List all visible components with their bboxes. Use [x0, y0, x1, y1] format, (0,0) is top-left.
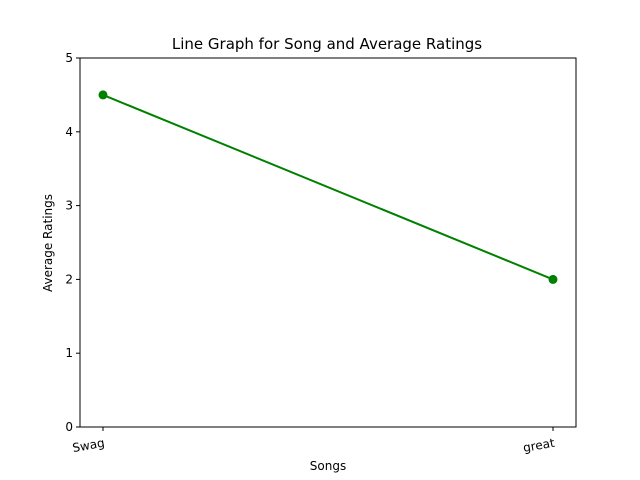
y-tick-label: 0: [65, 420, 73, 434]
x-tick-label: great: [522, 436, 556, 455]
series-line: [101, 93, 555, 281]
x-axis-ticks: Swag great: [71, 427, 556, 455]
y-tick-label: 4: [65, 125, 73, 139]
y-axis-ticks: 0 1 2 3 4 5: [65, 51, 80, 434]
data-point: [548, 274, 558, 284]
data-point: [98, 90, 108, 100]
series-layer: [98, 90, 558, 284]
y-tick-label: 3: [65, 199, 73, 213]
x-axis-label: Songs: [310, 459, 346, 473]
plot-frame: [79, 57, 577, 428]
y-axis-label: Average Ratings: [41, 194, 55, 292]
y-tick-label: 5: [65, 51, 73, 65]
x-tick-label: Swag: [71, 436, 105, 455]
y-tick-label: 1: [65, 346, 73, 360]
chart-title: Line Graph for Song and Average Ratings: [172, 35, 482, 53]
y-tick-label: 2: [65, 272, 73, 286]
